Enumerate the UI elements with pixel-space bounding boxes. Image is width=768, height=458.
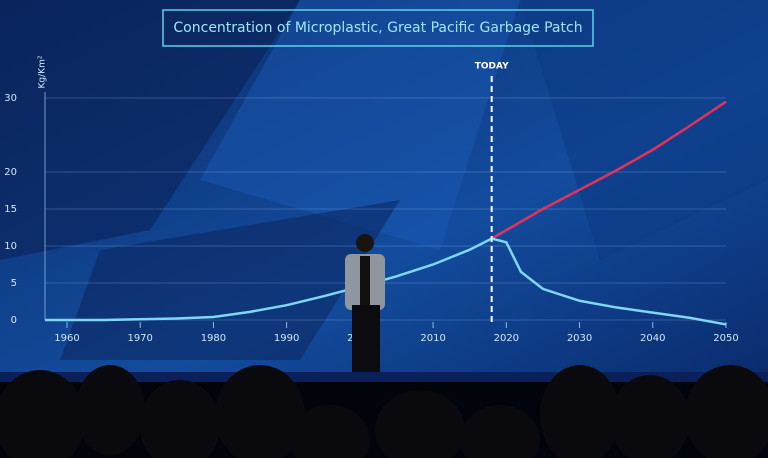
y-axis-label: Kg/Km²: [38, 55, 48, 88]
stage-edge: [0, 372, 768, 382]
x-tick-label: 1980: [201, 333, 226, 344]
x-tick-label: 2010: [420, 333, 445, 344]
data-line: [45, 237, 493, 322]
data-line: [491, 100, 727, 240]
x-tick-label: 2030: [567, 333, 592, 344]
x-tick-label: 1960: [54, 333, 79, 344]
x-tick-label: 2050: [713, 333, 738, 344]
facet: [520, 0, 768, 260]
x-tick-label: 1970: [127, 333, 152, 344]
y-tick-label: 0: [11, 315, 17, 326]
facet: [0, 0, 300, 260]
y-tick-label: 20: [4, 167, 17, 178]
y-tick-label: 10: [4, 241, 17, 252]
audience: [0, 365, 768, 458]
presenter: [345, 234, 385, 373]
y-tick-label: 30: [4, 93, 17, 104]
data-line: [491, 237, 727, 326]
facet: [200, 0, 520, 250]
chart-title: Concentration of Microplastic, Great Pac…: [173, 20, 582, 36]
y-tick-label: 15: [4, 204, 17, 215]
x-tick-label: 1990: [274, 333, 299, 344]
x-tick-label: 2040: [640, 333, 665, 344]
today-label: TODAY: [475, 62, 509, 72]
x-tick-label: 2020: [494, 333, 519, 344]
y-tick-label: 5: [11, 278, 17, 289]
title-box: [162, 9, 594, 47]
